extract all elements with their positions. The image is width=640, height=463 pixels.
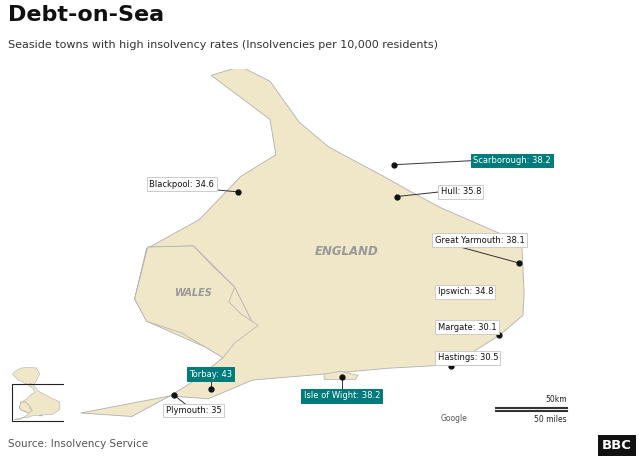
Text: Blackpool: 34.6: Blackpool: 34.6 [149, 180, 214, 188]
Polygon shape [14, 383, 60, 419]
Text: Google: Google [440, 413, 467, 423]
Text: Hull: 35.8: Hull: 35.8 [440, 188, 481, 196]
Text: Hastings: 30.5: Hastings: 30.5 [438, 353, 498, 362]
Text: Debt-on-Sea: Debt-on-Sea [8, 6, 164, 25]
Text: Margate: 30.1: Margate: 30.1 [438, 323, 496, 332]
Polygon shape [20, 402, 33, 413]
Text: Seaside towns with high insolvency rates (Insolvencies per 10,000 residents): Seaside towns with high insolvency rates… [8, 40, 438, 50]
Text: BBC: BBC [602, 439, 632, 452]
Bar [12, 384, 65, 421]
Text: Source: Insolvency Service: Source: Insolvency Service [8, 439, 148, 449]
Text: ENGLAND: ENGLAND [315, 245, 378, 258]
Text: 50 miles: 50 miles [534, 415, 567, 424]
Polygon shape [324, 371, 358, 380]
Text: Great Yarmouth: 38.1: Great Yarmouth: 38.1 [435, 236, 524, 244]
Polygon shape [12, 368, 40, 385]
Text: Torbay: 43: Torbay: 43 [189, 369, 232, 379]
Polygon shape [81, 67, 524, 417]
Polygon shape [39, 415, 43, 416]
Text: WALES: WALES [175, 288, 212, 298]
Polygon shape [134, 246, 258, 358]
Text: Plymouth: 35: Plymouth: 35 [166, 406, 221, 415]
Text: 50km: 50km [545, 394, 567, 404]
Text: Scarborough: 38.2: Scarborough: 38.2 [473, 156, 550, 165]
Text: Ipswich: 34.8: Ipswich: 34.8 [438, 288, 493, 296]
Text: Isle of Wight: 38.2: Isle of Wight: 38.2 [303, 391, 380, 400]
